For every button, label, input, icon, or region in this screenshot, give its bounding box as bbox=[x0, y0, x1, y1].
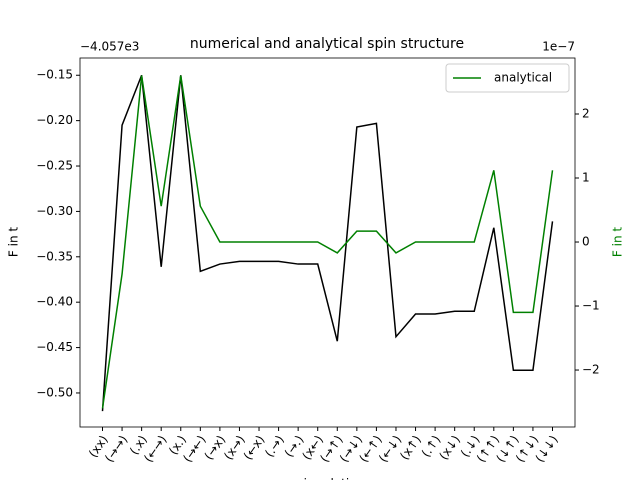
y-tick-label: −0.15 bbox=[36, 68, 73, 82]
y-tick-label: −0.50 bbox=[36, 385, 73, 399]
y2-offset-label: 1e−7 bbox=[542, 40, 575, 54]
y-tick-label: −0.40 bbox=[36, 295, 73, 309]
y2-tick-label: 0 bbox=[582, 235, 590, 249]
y2-tick-label: −1 bbox=[582, 299, 600, 313]
y-tick-label: −0.20 bbox=[36, 113, 73, 127]
chart-title: numerical and analytical spin structure bbox=[190, 36, 464, 52]
y-axis-label: F in t bbox=[7, 227, 21, 257]
y2-axis-label: F in t bbox=[611, 227, 625, 257]
series-line bbox=[101, 75, 554, 409]
plot-frame bbox=[79, 57, 576, 428]
y2-tick-label: −2 bbox=[582, 363, 600, 377]
series-line bbox=[101, 74, 554, 412]
y2-tick-label: 1 bbox=[582, 171, 590, 185]
legend-box bbox=[445, 63, 570, 93]
x-axis-label: spin relation bbox=[290, 477, 364, 480]
y-tick-label: −0.30 bbox=[36, 204, 73, 218]
legend-label: analytical bbox=[494, 71, 552, 85]
y2-tick-label: 2 bbox=[582, 107, 590, 121]
y-tick-label: −0.25 bbox=[36, 159, 73, 173]
y-offset-label: −4.057e3 bbox=[80, 40, 139, 54]
y-tick-label: −0.35 bbox=[36, 249, 73, 263]
y-tick-label: −0.45 bbox=[36, 340, 73, 354]
